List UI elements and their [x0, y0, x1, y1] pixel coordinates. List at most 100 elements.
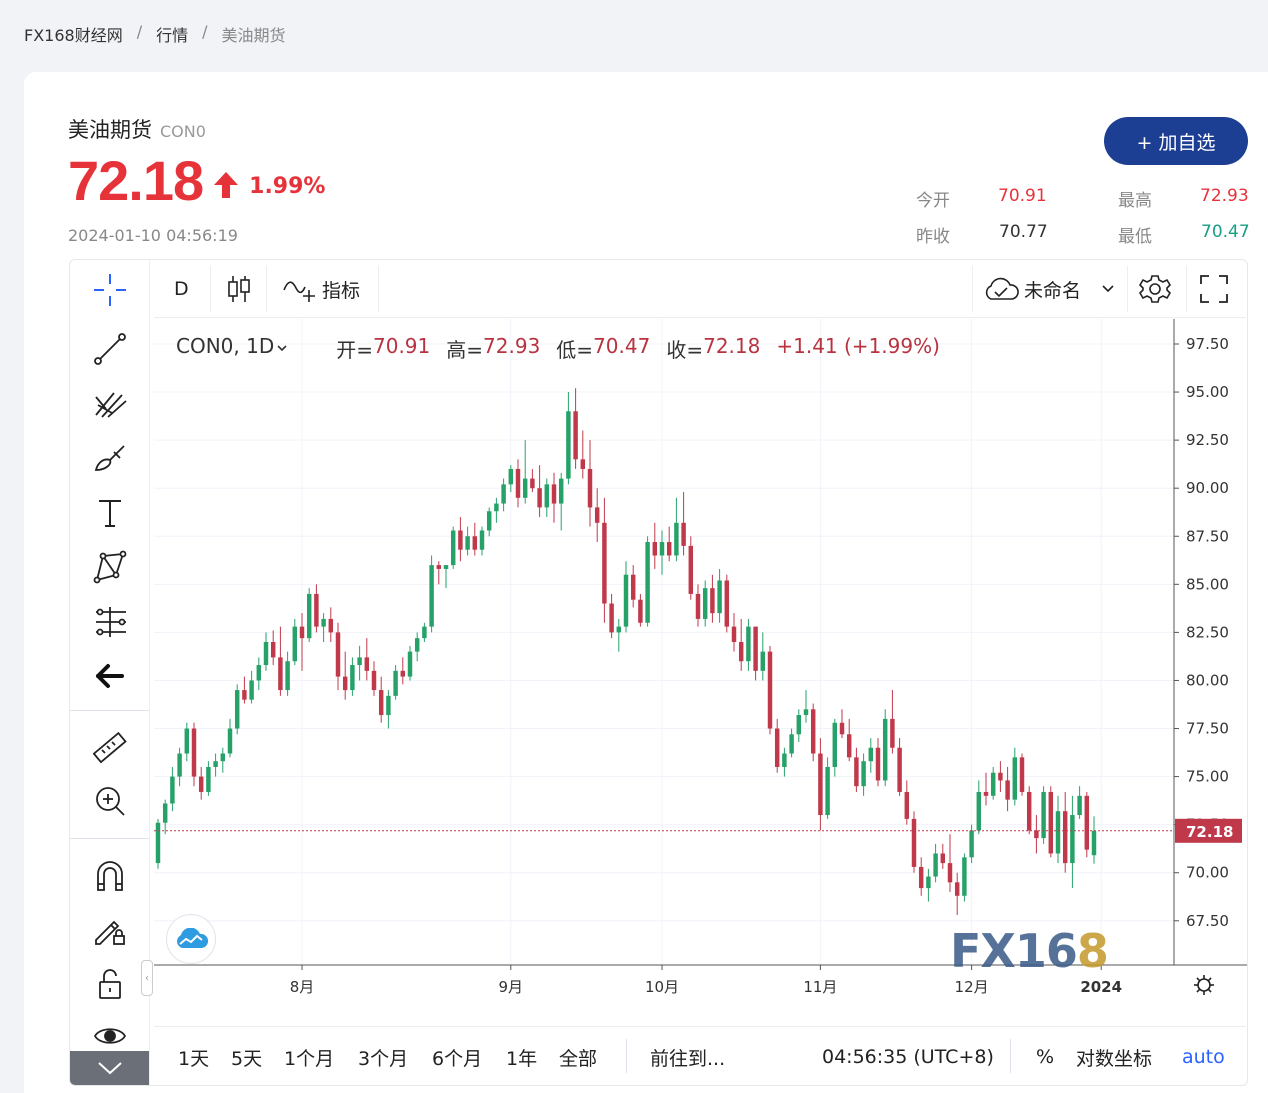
fx168-watermark-logo: FX168 [950, 924, 1109, 978]
candle-body [652, 542, 658, 556]
candle-body [1048, 791, 1054, 854]
candle-body [270, 642, 276, 658]
candle-body [904, 791, 910, 819]
breadcrumb-home[interactable]: FX168财经网 [24, 26, 123, 45]
price-chart[interactable]: 97.50 95.00 92.50 90.00 87.50 85.00 82.50 80.00… [154, 319, 1248, 1025]
y-tick-label: 75.00 [1186, 768, 1229, 786]
candle-body [429, 565, 434, 627]
axis-settings-icon[interactable] [1194, 975, 1214, 995]
chevron-down-icon [277, 345, 287, 352]
toolbar-divider [210, 266, 211, 312]
timezone-clock[interactable]: 04:56:35 (UTC+8) [822, 1046, 994, 1068]
candle-body [321, 618, 326, 627]
interval-button[interactable]: D [174, 278, 189, 300]
layout-menu[interactable]: 未命名 [982, 260, 1115, 318]
candle-body [609, 603, 614, 633]
range-1y[interactable]: 1年 [506, 1047, 538, 1070]
range-1d[interactable]: 1天 [178, 1047, 210, 1070]
chart-brand-button[interactable] [166, 914, 216, 964]
zoom-in-icon[interactable] [88, 779, 132, 823]
percent-scale-toggle[interactable]: % [1036, 1046, 1055, 1068]
candle-body [1055, 811, 1061, 854]
breadcrumb-separator: / [136, 22, 143, 41]
high-value: 72.93 [1200, 186, 1249, 206]
trend-line-icon[interactable] [88, 327, 132, 371]
candle-body [184, 728, 190, 754]
candle-body [177, 753, 182, 777]
candle-body [1041, 791, 1046, 839]
y-tick-label: 70.00 [1186, 864, 1229, 882]
cloud-icon [985, 277, 1019, 300]
candle-body [825, 766, 830, 816]
breadcrumb-section[interactable]: 行情 [156, 26, 189, 45]
candle-body [342, 676, 348, 691]
text-icon[interactable] [88, 491, 132, 535]
prev-close-label: 昨收 [916, 227, 950, 247]
legend-symbol[interactable]: CON0, 1D [176, 334, 288, 363]
measure-icon[interactable] [88, 600, 132, 644]
candle-body [537, 488, 542, 508]
quote-timestamp: 2024-01-10 04:56:19 [68, 226, 238, 245]
candle-body [738, 642, 744, 662]
candle-body [846, 734, 852, 758]
range-6m[interactable]: 6个月 [432, 1047, 483, 1070]
candle-body [486, 511, 492, 531]
candle-body [789, 734, 794, 754]
candle-body [767, 651, 773, 729]
candle-body [674, 522, 679, 556]
gear-icon [1139, 275, 1171, 303]
candle-body [1070, 815, 1075, 864]
instrument-name: 美油期货 [68, 118, 152, 142]
candle-body [566, 411, 571, 479]
candle-body [350, 665, 355, 691]
legend-low-value: 70.47 [593, 334, 651, 358]
add-watchlist-button[interactable]: + 加自选 [1104, 117, 1248, 165]
candle-body [213, 761, 218, 767]
crosshair-icon[interactable] [88, 268, 132, 312]
candle-body [191, 728, 197, 777]
toolbar-expand-handle[interactable]: ‹ [141, 960, 153, 996]
toolbar-divider [70, 838, 149, 839]
settings-button[interactable] [1139, 260, 1171, 318]
range-all[interactable]: 全部 [559, 1047, 598, 1070]
candle-body [782, 753, 787, 767]
fib-icon[interactable] [88, 381, 132, 425]
candle-body [854, 757, 859, 787]
last-price-label: 72.18 [1186, 823, 1233, 841]
lock-icon[interactable] [88, 962, 132, 1006]
legend-close-value: 72.18 [703, 334, 761, 358]
candle-body [731, 626, 737, 642]
goto-date-button[interactable]: 前往到... [650, 1047, 726, 1070]
toolbar-collapse-button[interactable] [70, 1051, 149, 1085]
candle-body [1005, 780, 1010, 800]
candle-body [1062, 811, 1068, 864]
legend-change: +1.41 (+1.99%) [776, 334, 940, 358]
pattern-icon[interactable] [88, 545, 132, 589]
ruler-icon[interactable] [88, 726, 132, 770]
candle-body [162, 803, 168, 823]
auto-scale-toggle[interactable]: auto [1182, 1046, 1225, 1068]
legend-low-label: 低= [556, 338, 594, 362]
fullscreen-button[interactable] [1199, 260, 1229, 318]
indicators-button[interactable]: 指标 [282, 260, 360, 318]
magnet-icon[interactable] [88, 854, 132, 898]
back-arrow-icon[interactable] [88, 654, 132, 698]
candle-body [897, 747, 902, 792]
brush-icon[interactable] [88, 436, 132, 480]
candle-body [407, 651, 413, 677]
x-tick-label: 12月 [955, 978, 989, 996]
candle-body [623, 574, 629, 627]
log-scale-toggle[interactable]: 对数坐标 [1076, 1047, 1153, 1070]
candle-body [839, 722, 845, 735]
eye-icon[interactable] [88, 1014, 132, 1058]
candle-body [465, 536, 470, 550]
range-3m[interactable]: 3个月 [358, 1047, 409, 1070]
candle-style-button[interactable] [226, 260, 252, 318]
lock-draw-icon[interactable] [88, 908, 132, 952]
range-5d[interactable]: 5天 [231, 1047, 263, 1070]
candle-body [998, 772, 1003, 781]
candle-body [551, 484, 557, 504]
candle-body [580, 459, 586, 469]
range-1m[interactable]: 1个月 [284, 1047, 335, 1070]
candle-body [278, 657, 283, 691]
